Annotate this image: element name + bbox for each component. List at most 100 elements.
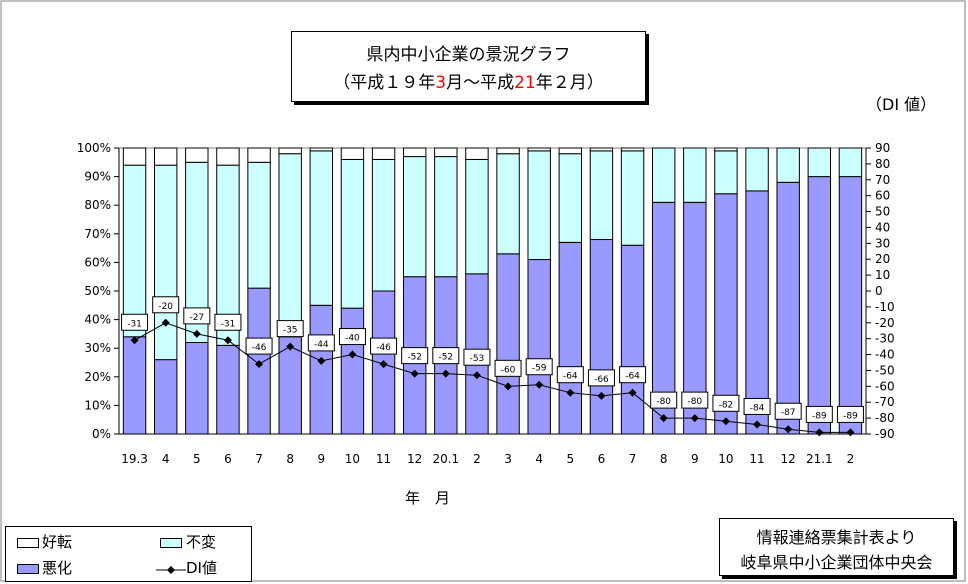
right-tick-label: 20 (875, 252, 890, 266)
bar-segment-same (247, 161, 271, 289)
bar-segment-same (496, 153, 520, 255)
di-label-box (463, 348, 491, 366)
right-tick-label: 10 (875, 268, 890, 282)
di-label-box (836, 405, 864, 423)
legend-bad-swatch (17, 564, 39, 574)
di-label-box (650, 391, 678, 409)
left-tick-label: 40% (84, 313, 111, 327)
bar-segment-same (776, 147, 800, 183)
x-axis-title: 年 月 (405, 489, 451, 507)
x-tick-label: 10 (718, 452, 733, 466)
bar-segment-same (309, 150, 334, 306)
x-tick-label: 11 (749, 452, 764, 466)
right-tick-label: -90 (875, 427, 895, 441)
left-tick-label: 30% (84, 341, 111, 355)
di-point (504, 382, 513, 391)
di-label-box (743, 397, 771, 415)
left-tick-label: 20% (84, 370, 111, 384)
x-tick-label: 9 (691, 452, 699, 466)
di-point (161, 318, 170, 327)
bar-segment-same (122, 164, 147, 338)
bar-segment-same (371, 158, 396, 292)
right-tick-label: 50 (875, 205, 890, 219)
bar-segment-bad (527, 259, 551, 435)
left-tick-label: 60% (84, 255, 111, 269)
bar-segment-same (527, 150, 551, 261)
bar-segment-same (340, 158, 365, 309)
bar-segment-same (465, 158, 489, 275)
di-data-label: -89 (812, 411, 827, 421)
chart-subtitle: （平成１９年3月～平成21年２月） (333, 73, 604, 93)
x-tick-label: 2 (473, 452, 481, 466)
bar-segment-good (185, 147, 209, 163)
bar-segment-good (278, 147, 302, 155)
di-point (317, 356, 326, 365)
di-point (223, 336, 232, 345)
di-data-label: -46 (252, 343, 267, 353)
di-data-label: -59 (532, 364, 547, 374)
right-tick-label: -30 (875, 332, 895, 346)
x-tick-label: 19.3 (121, 452, 148, 466)
di-label-box (370, 337, 398, 355)
di-data-label: -80 (687, 397, 702, 407)
di-point (441, 369, 450, 378)
di-point (721, 417, 730, 426)
di-label-box (338, 328, 366, 346)
bar-segment-bad (153, 359, 178, 435)
di-data-label: -89 (843, 411, 858, 421)
x-tick-label: 21.1 (806, 452, 833, 466)
di-point (286, 342, 295, 351)
di-data-label: -20 (158, 302, 173, 312)
di-point (815, 428, 824, 437)
di-label-box (587, 369, 615, 387)
di-label-box (805, 405, 833, 423)
di-label-box (214, 313, 242, 331)
di-point (753, 420, 762, 429)
di-data-label: -40 (345, 334, 360, 344)
legend-good-swatch (17, 538, 39, 548)
bar-segment-good (309, 147, 334, 152)
x-tick-label: 9 (317, 452, 325, 466)
di-data-label: -82 (719, 400, 734, 410)
bar-segment-bad (558, 241, 583, 435)
bar-segment-bad (807, 176, 832, 435)
legend-di-marker (156, 566, 186, 574)
x-tick-label: 4 (535, 452, 543, 466)
right-axis-unit: （DI 値） (866, 95, 937, 114)
di-label-box (432, 347, 460, 365)
x-tick-label: 5 (193, 452, 201, 466)
chart-title: 県内中小企業の景況グラフ (366, 45, 571, 65)
bar-segment-same (402, 156, 427, 278)
left-tick-label: 100% (77, 141, 111, 155)
left-tick-label: 10% (84, 398, 111, 412)
di-data-label: -64 (625, 372, 640, 382)
di-label-box (681, 391, 709, 409)
x-tick-label: 2 (847, 452, 855, 466)
di-line (134, 322, 851, 433)
bar-segment-good (714, 147, 738, 152)
legend-same-label: 不変 (186, 533, 217, 551)
plot-area (118, 147, 867, 435)
legend-good-label: 好転 (42, 533, 73, 551)
di-label-box (712, 394, 740, 412)
legend: 好転 不変 悪化 DI値 (5, 526, 252, 582)
di-point (597, 391, 606, 400)
di-point (348, 350, 357, 359)
bar-segment-bad (185, 341, 209, 435)
bar-segment-same (745, 147, 769, 192)
x-tick-label: 8 (660, 452, 668, 466)
di-point (192, 329, 201, 338)
di-point (566, 388, 575, 397)
left-tick-label: 50% (84, 284, 111, 298)
bar-segment-bad (838, 176, 863, 435)
right-tick-label: -20 (875, 316, 895, 330)
right-tick-label: -10 (875, 300, 895, 314)
bar-segment-good (340, 147, 365, 160)
bar-segment-good (620, 147, 645, 152)
bar-segment-bad (340, 307, 365, 435)
x-tick-label: 5 (566, 452, 574, 466)
di-point (410, 369, 419, 378)
di-data-label: -53 (470, 354, 485, 364)
di-label-box (401, 347, 429, 365)
